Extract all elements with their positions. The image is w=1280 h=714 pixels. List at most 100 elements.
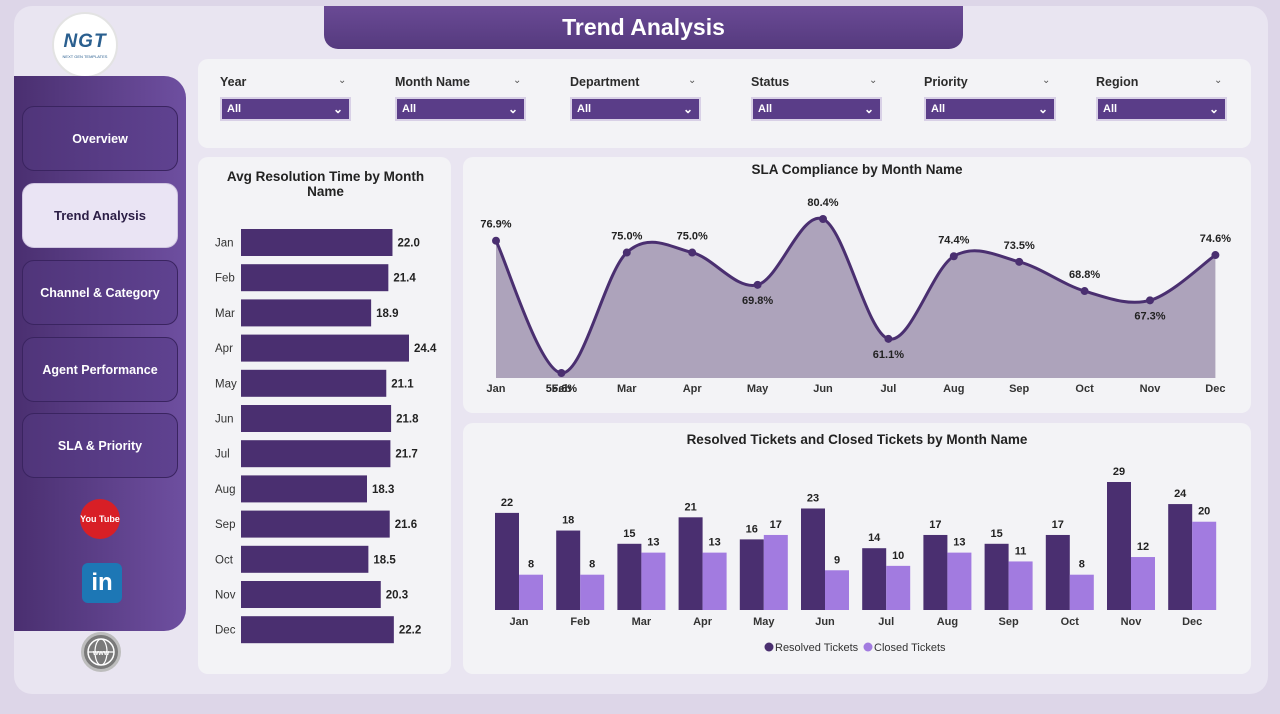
bar[interactable]: [519, 574, 543, 610]
bar[interactable]: [241, 440, 391, 468]
data-point[interactable]: [1146, 296, 1154, 305]
filter-year: Year ⌄ All ⌄: [220, 75, 351, 121]
data-point[interactable]: [753, 280, 762, 289]
x-tick-label: Jun: [815, 616, 835, 628]
bar[interactable]: [825, 570, 849, 610]
sla-compliance-title: SLA Compliance by Month Name: [751, 162, 963, 177]
bar[interactable]: [739, 539, 764, 610]
bar[interactable]: [1192, 521, 1217, 610]
category-label: Jul: [215, 449, 230, 461]
data-label: 75.0%: [611, 231, 642, 243]
chevron-down-icon[interactable]: ⌄: [1042, 75, 1051, 86]
legend-label: Resolved Tickets: [775, 642, 859, 654]
bar[interactable]: [241, 405, 392, 432]
bar[interactable]: [556, 530, 581, 610]
x-tick-label: Jan: [510, 616, 529, 628]
data-point[interactable]: [884, 334, 893, 343]
avg-resolution-card: Avg Resolution Time by Month Name Jan 22.…: [198, 157, 451, 674]
data-point[interactable]: [1015, 257, 1024, 266]
chevron-down-icon[interactable]: ⌄: [1214, 75, 1223, 86]
data-point[interactable]: [492, 236, 500, 245]
filter-region: Region ⌄ All ⌄: [1096, 75, 1227, 121]
bar[interactable]: [763, 534, 788, 610]
bar[interactable]: [886, 565, 911, 610]
bar[interactable]: [923, 534, 948, 610]
chevron-down-icon[interactable]: ⌄: [688, 75, 697, 86]
bar[interactable]: [241, 334, 409, 362]
data-point[interactable]: [688, 248, 697, 257]
data-label: 17: [929, 519, 941, 531]
bar[interactable]: [984, 543, 1009, 610]
sla-compliance-card: SLA Compliance by Month Name 76.9% Jan 55.…: [463, 157, 1251, 413]
bar[interactable]: [1008, 561, 1033, 610]
data-point[interactable]: [557, 369, 566, 377]
bar[interactable]: [947, 552, 972, 610]
bar[interactable]: [241, 545, 369, 573]
chevron-down-icon[interactable]: ⌄: [513, 75, 522, 86]
bar[interactable]: [1045, 534, 1070, 610]
chevron-down-icon[interactable]: ⌄: [869, 75, 878, 86]
bar[interactable]: [801, 508, 825, 610]
data-point[interactable]: [622, 248, 631, 257]
data-point[interactable]: [1211, 251, 1220, 260]
data-label: 21.1: [391, 378, 414, 390]
data-label: 21: [684, 501, 696, 513]
category-label: Jun: [215, 414, 234, 426]
bar[interactable]: [241, 510, 390, 538]
bar[interactable]: [241, 264, 389, 292]
data-label: 20: [1198, 506, 1210, 518]
x-tick-label: Jun: [813, 383, 833, 395]
nav-agent-performance-button[interactable]: Agent Performance: [22, 337, 178, 402]
filter-panel: Year ⌄ All ⌄ Month Name ⌄ All ⌄ Department…: [198, 59, 1251, 148]
chevron-down-icon: ⌄: [507, 102, 518, 116]
data-label: 15: [990, 528, 1002, 540]
bar[interactable]: [580, 574, 605, 610]
bar[interactable]: [241, 475, 367, 503]
nav-overview-button[interactable]: Overview: [22, 106, 178, 171]
data-label: 8: [1079, 559, 1085, 571]
chevron-down-icon: ⌄: [863, 102, 874, 116]
bar[interactable]: [241, 229, 393, 256]
bar[interactable]: [617, 543, 642, 610]
x-tick-label: Oct: [1061, 616, 1080, 628]
region-select[interactable]: All ⌄: [1096, 97, 1227, 121]
data-label: 21.4: [393, 273, 416, 285]
bar[interactable]: [1069, 574, 1094, 610]
data-point[interactable]: [819, 215, 827, 223]
nav-channel-category-button[interactable]: Channel & Category: [22, 260, 178, 325]
data-label: 73.5%: [1004, 240, 1035, 252]
area-fill: [496, 218, 1216, 378]
bar[interactable]: [678, 517, 703, 610]
data-label: 68.8%: [1069, 269, 1100, 281]
bar[interactable]: [641, 552, 666, 610]
month-name-select[interactable]: All ⌄: [395, 97, 526, 121]
bar[interactable]: [241, 616, 394, 644]
x-tick-label: Dec: [1205, 383, 1225, 395]
bar[interactable]: [241, 299, 372, 327]
chevron-down-icon[interactable]: ⌄: [338, 75, 347, 86]
priority-select[interactable]: All ⌄: [924, 97, 1056, 121]
globe-icon[interactable]: www: [81, 632, 121, 672]
bar[interactable]: [1131, 557, 1155, 610]
department-select[interactable]: All ⌄: [570, 97, 701, 121]
bar[interactable]: [862, 548, 887, 610]
x-tick-label: Mar: [632, 616, 652, 628]
nav-sla-priority-button[interactable]: SLA & Priority: [22, 413, 178, 478]
bar[interactable]: [495, 512, 519, 610]
data-label: 22.0: [397, 238, 419, 250]
nav-trend-analysis-button[interactable]: Trend Analysis: [22, 183, 178, 248]
linkedin-icon[interactable]: in: [82, 563, 122, 603]
bar[interactable]: [241, 369, 387, 397]
youtube-icon[interactable]: You Tube: [80, 499, 120, 539]
chevron-down-icon: ⌄: [1037, 102, 1048, 116]
x-tick-label: Jul: [878, 616, 894, 628]
year-select[interactable]: All ⌄: [220, 97, 351, 121]
bar[interactable]: [702, 552, 727, 610]
bar[interactable]: [1168, 504, 1193, 610]
status-select[interactable]: All ⌄: [751, 97, 882, 121]
data-point[interactable]: [1080, 287, 1089, 296]
x-tick-label: Jan: [487, 383, 506, 395]
bar[interactable]: [241, 581, 381, 608]
data-point[interactable]: [949, 252, 958, 261]
bar[interactable]: [1107, 482, 1131, 610]
